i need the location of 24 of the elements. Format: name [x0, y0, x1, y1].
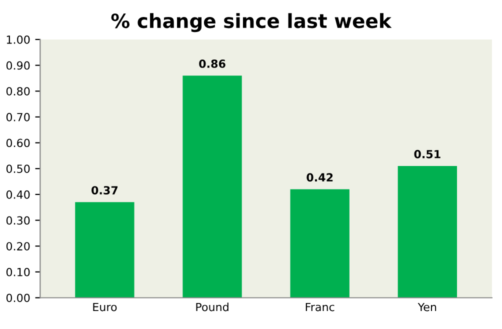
bar [290, 189, 350, 298]
y-tick-label: 0.90 [6, 61, 30, 70]
bar [398, 166, 457, 298]
x-tick-label: Yen [418, 302, 436, 312]
y-tick-label: 0.20 [6, 242, 30, 250]
y-tick-label: 0.10 [6, 268, 30, 276]
y-tick-label: 1.00 [6, 35, 30, 44]
data-label: 0.42 [306, 173, 333, 182]
bar [75, 202, 134, 298]
chart-title: % change since last week [111, 13, 392, 32]
y-tick-label: 0.80 [6, 87, 30, 96]
x-tick-label: Pound [196, 302, 228, 312]
x-tick-label: Euro [93, 302, 117, 312]
y-tick-label: 0.60 [6, 138, 30, 148]
bar [182, 76, 242, 298]
data-label: 0.86 [199, 60, 226, 68]
y-tick-label: 0.40 [6, 190, 30, 199]
y-tick-label: 0.50 [6, 164, 30, 173]
data-label: 0.51 [414, 150, 440, 158]
data-label: 0.37 [92, 186, 118, 194]
x-tick-label: Franc [306, 302, 334, 312]
y-tick-label: 0.00 [6, 294, 30, 302]
y-tick-label: 0.30 [6, 216, 30, 225]
y-tick-label: 0.70 [6, 112, 30, 122]
